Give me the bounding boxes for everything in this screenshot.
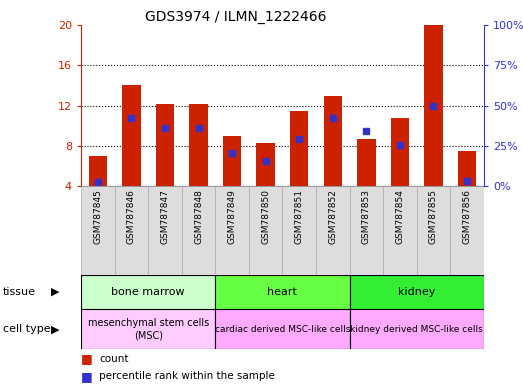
Text: ■: ■ <box>81 353 93 366</box>
Bar <box>316 186 349 275</box>
Bar <box>215 309 349 349</box>
Text: kidney derived MSC-like cells: kidney derived MSC-like cells <box>350 325 483 334</box>
Bar <box>391 118 409 186</box>
Bar <box>424 25 442 186</box>
Bar <box>182 186 215 275</box>
Text: GSM787854: GSM787854 <box>395 189 404 244</box>
Text: cardiac derived MSC-like cells: cardiac derived MSC-like cells <box>215 325 350 334</box>
Text: GSM787845: GSM787845 <box>93 189 103 244</box>
Bar <box>122 86 141 186</box>
Bar <box>282 186 316 275</box>
Text: ■: ■ <box>81 370 93 383</box>
Text: GSM787850: GSM787850 <box>261 189 270 244</box>
Bar <box>189 104 208 186</box>
Bar <box>383 186 417 275</box>
Bar <box>215 186 249 275</box>
Text: cell type: cell type <box>3 324 50 334</box>
Bar <box>88 156 107 186</box>
Bar <box>357 139 376 186</box>
Text: tissue: tissue <box>3 287 36 297</box>
Text: kidney: kidney <box>398 287 435 297</box>
Text: mesenchymal stem cells
(MSC): mesenchymal stem cells (MSC) <box>87 318 209 340</box>
Bar <box>256 143 275 186</box>
Bar <box>81 186 115 275</box>
Bar <box>349 186 383 275</box>
Text: ▶: ▶ <box>51 287 59 297</box>
Bar <box>417 186 450 275</box>
Bar <box>324 96 342 186</box>
Text: percentile rank within the sample: percentile rank within the sample <box>99 371 275 381</box>
Bar <box>81 309 215 349</box>
Text: GSM787849: GSM787849 <box>228 189 236 244</box>
Text: GDS3974 / ILMN_1222466: GDS3974 / ILMN_1222466 <box>144 10 326 23</box>
Bar <box>156 104 174 186</box>
Text: GSM787852: GSM787852 <box>328 189 337 244</box>
Text: GSM787856: GSM787856 <box>462 189 472 244</box>
Bar <box>349 275 484 309</box>
Bar <box>115 186 148 275</box>
Bar <box>349 309 484 349</box>
Text: GSM787853: GSM787853 <box>362 189 371 244</box>
Text: GSM787847: GSM787847 <box>161 189 169 244</box>
Bar <box>215 275 349 309</box>
Text: ▶: ▶ <box>51 324 59 334</box>
Bar <box>249 186 282 275</box>
Text: GSM787851: GSM787851 <box>294 189 304 244</box>
Text: GSM787848: GSM787848 <box>194 189 203 244</box>
Bar <box>290 111 309 186</box>
Text: bone marrow: bone marrow <box>111 287 185 297</box>
Text: heart: heart <box>267 287 298 297</box>
Text: GSM787846: GSM787846 <box>127 189 136 244</box>
Bar <box>148 186 182 275</box>
Text: GSM787855: GSM787855 <box>429 189 438 244</box>
Bar <box>223 136 241 186</box>
Bar <box>458 151 476 186</box>
Bar <box>81 275 215 309</box>
Text: count: count <box>99 354 129 364</box>
Bar <box>450 186 484 275</box>
